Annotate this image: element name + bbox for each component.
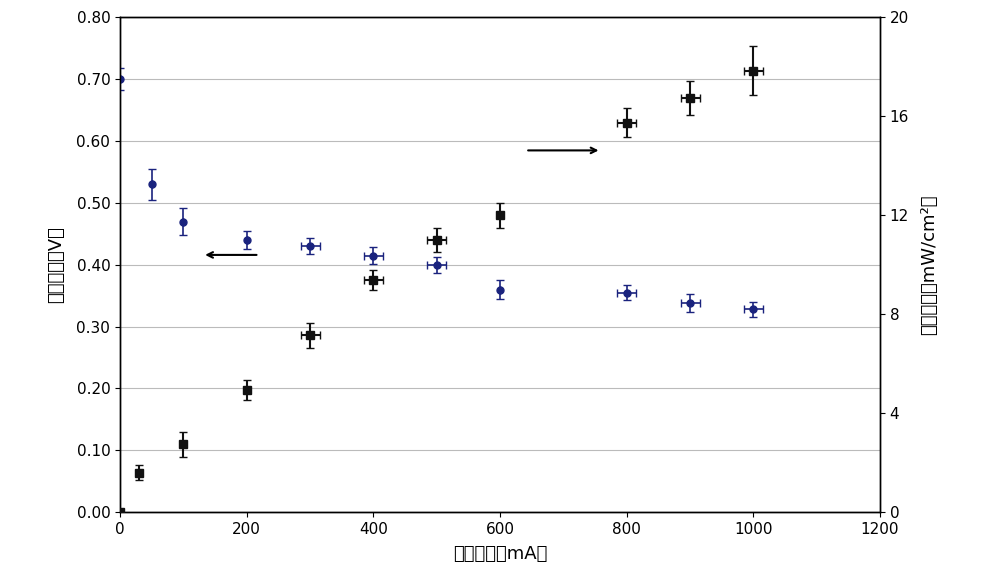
Y-axis label: 放电电压（V）: 放电电压（V） xyxy=(47,226,65,303)
X-axis label: 放电电流（mA）: 放电电流（mA） xyxy=(453,545,547,563)
Y-axis label: 功率密度（mW/cm²）: 功率密度（mW/cm²） xyxy=(920,194,938,335)
